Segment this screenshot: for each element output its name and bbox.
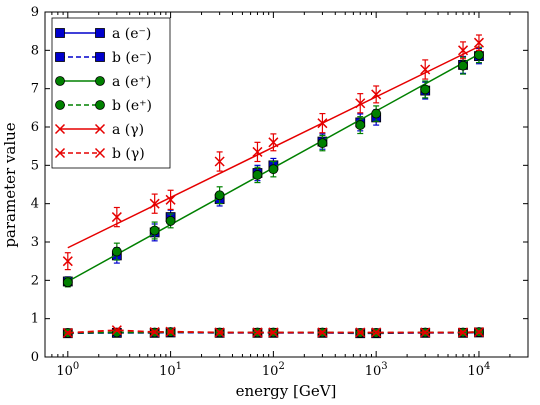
data-point — [149, 225, 160, 236]
data-point — [473, 37, 484, 48]
data-point — [62, 277, 73, 288]
data-point — [474, 50, 484, 60]
legend-marker — [55, 28, 65, 38]
legend-marker — [55, 100, 65, 110]
legend-box — [51, 17, 171, 169]
legend-entry: a (e⁺) — [55, 74, 151, 90]
legend-entry: b (e⁻) — [55, 50, 152, 66]
x-tick-label: 101 — [159, 361, 182, 379]
data-point — [62, 256, 73, 267]
legend-marker — [95, 52, 105, 62]
legend-entry: b (γ) — [54, 146, 145, 162]
legend-label: a (e⁻) — [112, 26, 151, 42]
data-point — [214, 156, 225, 167]
data-point — [355, 98, 366, 109]
data-point — [371, 327, 382, 338]
series-4 — [62, 34, 484, 271]
legend-marker — [55, 76, 65, 86]
x-axis-title: energy [GeV] — [236, 382, 337, 400]
series-layer — [62, 34, 484, 339]
data-point — [214, 327, 225, 338]
data-point — [317, 327, 328, 338]
data-point — [355, 327, 366, 338]
data-point — [317, 138, 328, 149]
data-point — [458, 60, 468, 71]
legend-entry: b (e⁺) — [55, 98, 152, 114]
series-5 — [62, 325, 484, 338]
y-tick-label: 4 — [31, 197, 39, 212]
legend-marker — [95, 28, 105, 38]
data-point — [111, 212, 122, 223]
data-point — [420, 84, 431, 95]
legend-entry: a (γ) — [54, 122, 144, 138]
y-tick-label: 5 — [31, 158, 39, 173]
data-point — [268, 327, 279, 338]
y-tick-label: 7 — [31, 82, 39, 97]
data-point — [165, 216, 176, 226]
legend-marker — [55, 52, 65, 62]
data-point — [458, 45, 469, 56]
data-point — [371, 108, 382, 119]
y-tick-label: 8 — [31, 43, 39, 58]
legend-label: b (e⁺) — [112, 98, 152, 114]
y-tick-label: 2 — [31, 273, 39, 288]
x-tick-label: 102 — [262, 361, 285, 379]
data-point — [62, 327, 73, 338]
y-tick-label: 9 — [31, 5, 39, 20]
data-point — [371, 89, 382, 100]
data-point — [317, 118, 328, 129]
y-tick-label: 3 — [31, 235, 39, 250]
legend-label: b (e⁻) — [112, 50, 152, 66]
data-point — [111, 325, 122, 336]
x-tick-label: 104 — [467, 361, 490, 379]
x-tick-label: 103 — [365, 361, 388, 379]
data-point — [420, 327, 431, 338]
legend: a (e⁻) b (e⁻) a (e⁺) b (e⁺) a (γ) b (γ) — [51, 17, 171, 169]
y-tick-label: 0 — [31, 350, 39, 365]
y-tick-label: 6 — [31, 120, 39, 135]
legend-marker — [95, 76, 105, 86]
legend-marker — [54, 123, 66, 135]
data-point — [252, 146, 263, 157]
legend-entry: a (e⁻) — [55, 26, 151, 42]
data-point — [149, 327, 160, 338]
data-point — [268, 137, 279, 148]
legend-label: a (γ) — [112, 122, 144, 138]
data-point — [165, 326, 176, 337]
y-tick-label: 1 — [31, 312, 39, 327]
data-point — [458, 327, 469, 338]
data-point — [214, 190, 225, 201]
data-point — [165, 194, 176, 205]
y-axis-title: parameter value — [1, 122, 19, 247]
data-point — [473, 327, 484, 338]
legend-marker — [95, 100, 105, 110]
axis-ticks: 0 1 2 3 4 5 6 7 8 9 100 101 102 103 104 — [31, 5, 529, 379]
data-point — [355, 120, 366, 130]
data-point — [149, 198, 160, 209]
data-point — [252, 327, 263, 338]
legend-label: a (e⁺) — [112, 74, 151, 90]
x-tick-label: 100 — [56, 361, 79, 379]
series-2 — [62, 46, 484, 288]
legend-marker — [94, 123, 106, 135]
data-point — [420, 64, 431, 75]
legend-marker — [54, 147, 66, 159]
data-point — [268, 164, 279, 175]
data-point — [111, 246, 122, 257]
legend-label: b (γ) — [112, 146, 145, 162]
legend-marker — [94, 147, 106, 159]
data-point — [252, 170, 263, 180]
